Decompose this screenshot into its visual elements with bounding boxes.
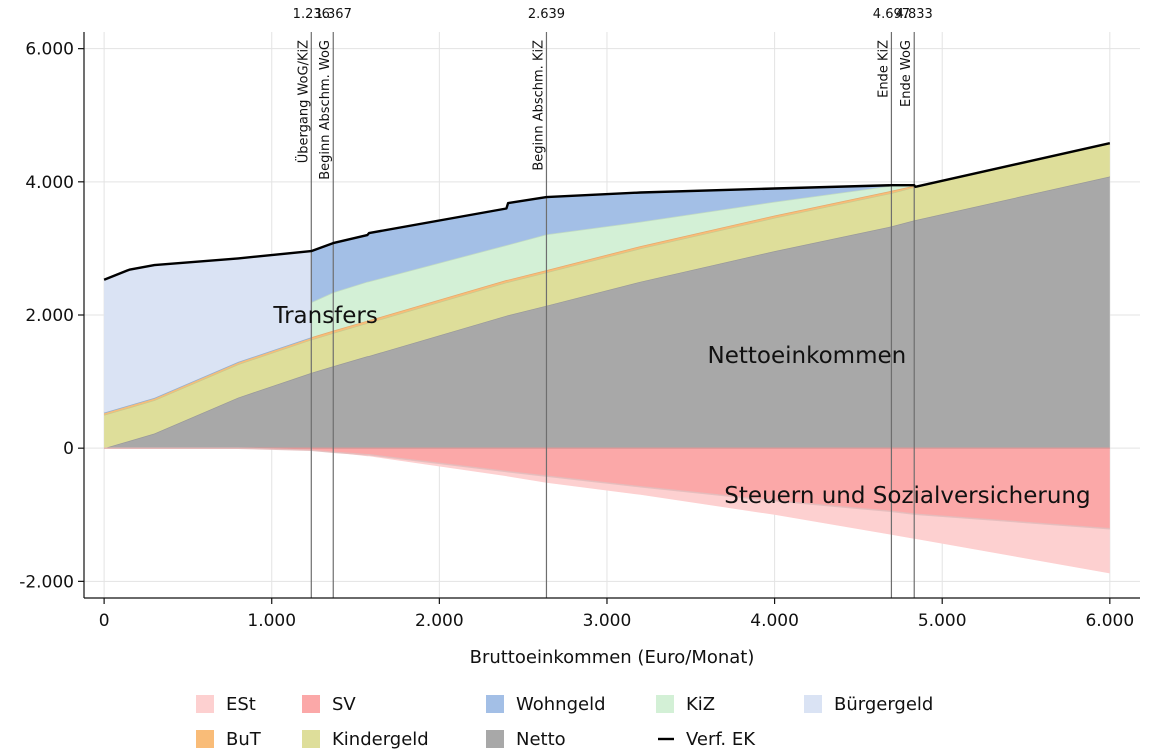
y-tick-label: 0 (63, 439, 74, 459)
legend-swatch (486, 730, 504, 748)
marker-value-label: 1.367 (315, 7, 352, 22)
marker-value-label: 4.833 (896, 7, 933, 22)
area-kindergeld (104, 143, 1110, 449)
x-tick-label: 3.000 (583, 611, 632, 631)
legend-swatch (196, 730, 214, 748)
legend-swatch (302, 695, 320, 713)
legend-swatch (656, 695, 674, 713)
area-wohngeld (104, 143, 1110, 413)
vertical-marker-lines: 1.236 Übergang WoG/KiZ 1.367 Beginn Abschm.… (293, 7, 933, 598)
x-tick-label: 5.000 (918, 611, 967, 631)
legend-swatch (804, 695, 822, 713)
area-layers (103, 142, 1110, 574)
legend-label: Kindergeld (332, 729, 429, 750)
marker-value-label: 4.697 (873, 7, 910, 22)
annotations: Transfers Nettoeinkommen Steuern und Sozia… (272, 303, 1090, 509)
x-tick-label: 0 (99, 611, 110, 631)
marker-value-label: 1.236 (293, 7, 330, 22)
axes: -2.000 0 2.000 4.000 6.000 0 1.000 2.000 3.000 4.… (19, 32, 1140, 668)
legend: ESt SV Wohngeld KiZ Bürgergeld BuT Kindergeld N… (196, 694, 933, 750)
x-axis-title: Bruttoeinkommen (Euro/Monat) (470, 647, 755, 668)
legend-label: BuT (226, 729, 262, 750)
area-netto (104, 176, 1110, 449)
x-tick-label: 6.000 (1085, 611, 1134, 631)
line-verf-ek (103, 142, 1111, 281)
marker-name-label: Ende WoG (899, 40, 914, 107)
marker-name-label: Übergang WoG/KiZ (294, 40, 311, 163)
area-burgergeld (104, 143, 1110, 413)
y-tick-label: 2.000 (25, 306, 74, 326)
y-tick-label: -2.000 (19, 572, 74, 592)
legend-label: SV (332, 694, 356, 715)
legend-label: KiZ (686, 694, 715, 715)
y-tick-label: 4.000 (25, 173, 74, 193)
legend-swatch (302, 730, 320, 748)
legend-label: Wohngeld (516, 694, 606, 715)
x-tick-label: 2.000 (415, 611, 464, 631)
legend-label: Netto (516, 729, 566, 750)
legend-label: Verf. EK (686, 729, 756, 750)
marker-name-label: Beginn Abschm. KiZ (531, 40, 546, 171)
line-series (103, 142, 1111, 281)
marker-name-label: Beginn Abschm. WoG (318, 40, 333, 180)
legend-swatch (196, 695, 214, 713)
region-label: Steuern und Sozialversicherung (724, 483, 1090, 509)
legend-label: ESt (226, 694, 256, 715)
area-edge-est (104, 447, 1110, 530)
x-tick-label: 1.000 (247, 611, 296, 631)
area-sv (104, 448, 1110, 529)
region-label: Nettoeinkommen (708, 343, 907, 369)
x-tick-label: 4.000 (750, 611, 799, 631)
marker-value-label: 2.639 (528, 7, 565, 22)
legend-swatch (486, 695, 504, 713)
legend-label: Bürgergeld (834, 694, 933, 715)
marker-name-label: Ende KiZ (876, 40, 891, 98)
region-label: Transfers (272, 303, 377, 329)
y-tick-label: 6.000 (25, 40, 74, 60)
